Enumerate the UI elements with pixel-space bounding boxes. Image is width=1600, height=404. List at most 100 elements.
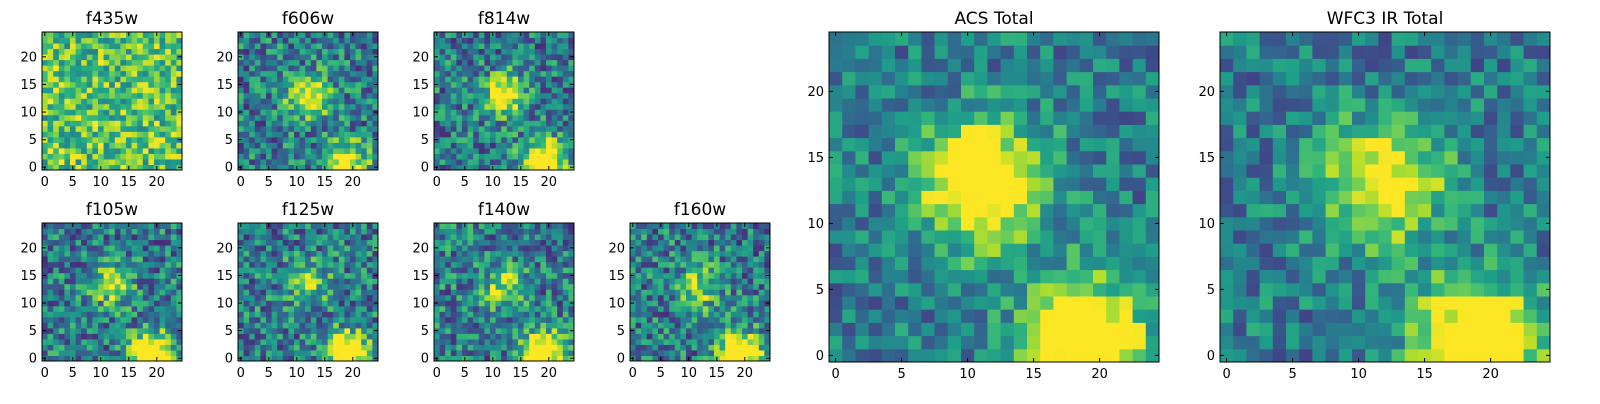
heatmap-cell — [120, 333, 126, 339]
heatmap-cell — [948, 164, 962, 178]
heatmap-cell — [260, 65, 266, 71]
heatmap-cell — [350, 43, 356, 49]
heatmap-cell — [641, 229, 647, 235]
heatmap-cell — [143, 82, 149, 88]
heatmap-cell — [154, 306, 160, 312]
heatmap-cell — [70, 278, 76, 284]
heatmap-cell — [552, 38, 558, 44]
heatmap-cell — [87, 43, 93, 49]
heatmap-cell — [524, 131, 530, 137]
heatmap-cell — [288, 256, 294, 262]
heatmap-cell — [120, 104, 126, 110]
heatmap-cell — [350, 267, 356, 273]
heatmap-cell — [260, 137, 266, 143]
heatmap-cell — [260, 267, 266, 273]
heatmap-cell — [518, 120, 524, 126]
heatmap-cell — [473, 65, 479, 71]
heatmap-cell — [512, 54, 518, 60]
heatmap-cell — [512, 300, 518, 306]
heatmap-cell — [479, 339, 485, 345]
heatmap-cell — [518, 148, 524, 154]
heatmap-cell — [529, 284, 535, 290]
heatmap-cell — [255, 137, 261, 143]
heatmap-cell — [344, 333, 350, 339]
heatmap-cell — [445, 333, 451, 339]
heatmap-cell — [512, 267, 518, 273]
heatmap-cell — [160, 223, 166, 229]
heatmap-cell — [1146, 309, 1160, 323]
heatmap-cell — [636, 339, 642, 345]
heatmap-cell — [473, 104, 479, 110]
heatmap-cell — [546, 148, 552, 154]
heatmap-cell — [1040, 283, 1054, 297]
heatmap-cell — [974, 336, 988, 350]
heatmap-cell — [935, 177, 949, 191]
heatmap-cell — [53, 120, 59, 126]
heatmap-cell — [692, 273, 698, 279]
heatmap-cell — [557, 49, 563, 55]
heatmap-cell — [501, 153, 507, 159]
heatmap-cell — [87, 32, 93, 38]
heatmap-cell — [507, 159, 513, 165]
heatmap-cell — [658, 344, 664, 350]
heatmap-cell — [647, 251, 653, 257]
heatmap-cell — [731, 333, 737, 339]
heatmap-cell — [1133, 270, 1147, 284]
heatmap-cell — [895, 336, 909, 350]
heatmap-cell — [120, 251, 126, 257]
heatmap-cell — [557, 76, 563, 82]
heatmap-cell — [731, 256, 737, 262]
heatmap-cell — [451, 339, 457, 345]
heatmap-cell — [725, 273, 731, 279]
heatmap-cell — [647, 333, 653, 339]
heatmap-cell — [490, 82, 496, 88]
heatmap-cell — [255, 65, 261, 71]
heatmap-cell — [260, 87, 266, 93]
heatmap-cell — [160, 153, 166, 159]
heatmap-cell — [686, 295, 692, 301]
heatmap-cell — [518, 267, 524, 273]
heatmap-cell — [64, 38, 70, 44]
heatmap-cell — [647, 240, 653, 246]
heatmap-cell — [70, 93, 76, 99]
heatmap-cell — [361, 38, 367, 44]
heatmap-cell — [490, 339, 496, 345]
x-tick-label: 0 — [237, 175, 245, 190]
heatmap-cell — [92, 328, 98, 334]
heatmap-cell — [462, 333, 468, 339]
heatmap-cell — [703, 306, 709, 312]
heatmap-cell — [546, 350, 552, 356]
heatmap-cell — [238, 240, 244, 246]
heatmap-cell — [277, 38, 283, 44]
heatmap-cell — [81, 71, 87, 77]
heatmap-cell — [272, 234, 278, 240]
heatmap-cell — [563, 229, 569, 235]
heatmap-cell — [53, 229, 59, 235]
heatmap-cell — [59, 344, 65, 350]
heatmap-cell — [339, 306, 345, 312]
heatmap-cell — [669, 300, 675, 306]
heatmap-cell — [148, 38, 154, 44]
heatmap-cell — [115, 159, 121, 165]
heatmap-cell — [1119, 283, 1133, 297]
heatmap-cell — [53, 322, 59, 328]
heatmap-cell — [987, 296, 1001, 310]
heatmap-cell — [98, 273, 104, 279]
heatmap-cell — [518, 115, 524, 121]
heatmap-cell — [462, 229, 468, 235]
heatmap-cell — [546, 65, 552, 71]
heatmap-cell — [311, 131, 317, 137]
heatmap-cell — [305, 93, 311, 99]
heatmap-cell — [53, 273, 59, 279]
heatmap-cell — [641, 234, 647, 240]
heatmap-cell — [686, 350, 692, 356]
heatmap-cell — [260, 49, 266, 55]
heatmap-cell — [1133, 177, 1147, 191]
heatmap-cell — [344, 153, 350, 159]
heatmap-cell — [535, 245, 541, 251]
heatmap-cell — [1106, 270, 1120, 284]
heatmap-cell — [64, 159, 70, 165]
heatmap-cell — [456, 328, 462, 334]
heatmap-cell — [367, 43, 373, 49]
heatmap-cell — [987, 164, 1001, 178]
